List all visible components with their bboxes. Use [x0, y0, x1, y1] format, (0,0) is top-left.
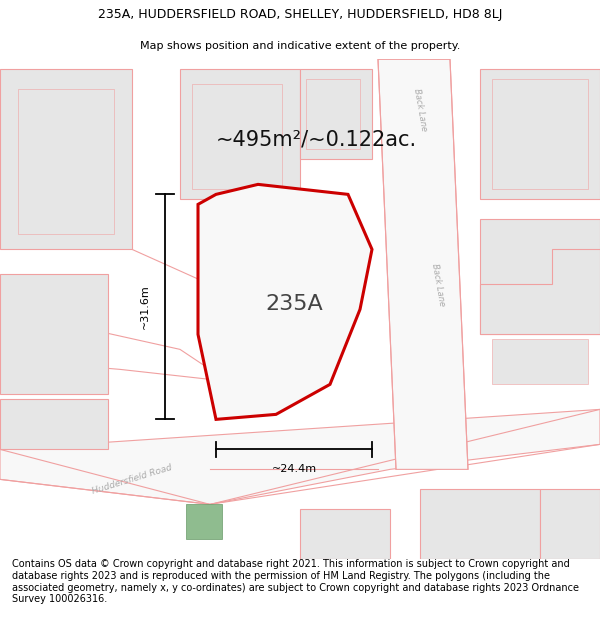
Polygon shape [378, 59, 468, 469]
Polygon shape [300, 509, 390, 559]
Text: Back Lane: Back Lane [412, 88, 428, 131]
Polygon shape [198, 184, 372, 419]
Polygon shape [186, 504, 222, 539]
Polygon shape [18, 89, 114, 234]
Polygon shape [480, 249, 600, 334]
Polygon shape [306, 79, 360, 149]
Polygon shape [0, 69, 132, 249]
Polygon shape [540, 489, 600, 559]
Text: ~495m²/~0.122ac.: ~495m²/~0.122ac. [216, 129, 417, 149]
Text: Huddersfield Road: Huddersfield Road [91, 463, 173, 496]
Polygon shape [204, 204, 294, 334]
Polygon shape [420, 489, 540, 559]
Text: ~31.6m: ~31.6m [140, 284, 150, 329]
Polygon shape [180, 69, 300, 199]
Polygon shape [492, 339, 588, 384]
Polygon shape [0, 409, 600, 504]
Text: Back Lane: Back Lane [430, 262, 446, 306]
Polygon shape [480, 219, 600, 334]
Text: Map shows position and indicative extent of the property.: Map shows position and indicative extent… [140, 41, 460, 51]
Text: Contains OS data © Crown copyright and database right 2021. This information is : Contains OS data © Crown copyright and d… [12, 559, 579, 604]
Text: 235A, HUDDERSFIELD ROAD, SHELLEY, HUDDERSFIELD, HD8 8LJ: 235A, HUDDERSFIELD ROAD, SHELLEY, HUDDER… [98, 8, 502, 21]
Polygon shape [300, 69, 372, 159]
Text: 235A: 235A [265, 294, 323, 314]
Polygon shape [192, 84, 282, 189]
Polygon shape [492, 79, 588, 189]
Text: ~24.4m: ~24.4m [271, 464, 317, 474]
Polygon shape [0, 399, 108, 449]
Polygon shape [480, 69, 600, 199]
Polygon shape [0, 274, 108, 394]
